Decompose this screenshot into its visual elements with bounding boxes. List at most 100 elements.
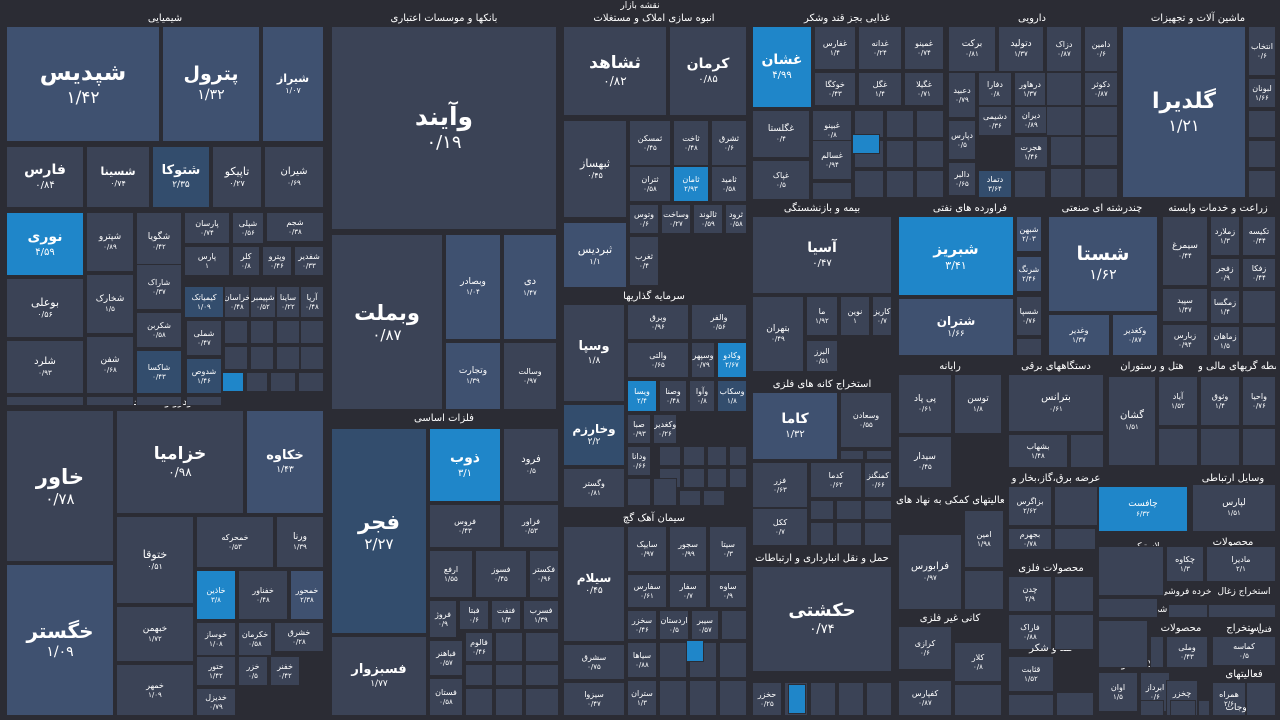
unlabeled-tile[interactable] xyxy=(683,446,705,466)
tile[interactable]: دتماد ۳/۶۴ xyxy=(978,170,1012,198)
tile[interactable]: دشیمی ۰/۳۶ xyxy=(978,106,1012,136)
unlabeled-tile[interactable] xyxy=(719,680,747,716)
tile[interactable]: ثبهساز ۰/۴۵ xyxy=(563,120,627,218)
unlabeled-tile[interactable] xyxy=(1054,614,1094,650)
tile[interactable]: سشرق ۰/۷۵ xyxy=(563,644,625,680)
tile[interactable]: کلار ۰/۸ xyxy=(954,642,1002,682)
unlabeled-tile[interactable] xyxy=(852,134,880,154)
tile[interactable]: والفر ۰/۵۶ xyxy=(691,304,747,340)
tile[interactable]: وسکاب ۱/۸ xyxy=(717,380,747,412)
tile[interactable]: شبریز ۳/۴۱ xyxy=(898,216,1014,296)
tile[interactable]: شاکسا ۰/۴۳ xyxy=(136,350,182,394)
tile[interactable]: فرابورس ۰/۹۷ xyxy=(898,534,962,610)
tile[interactable]: والتی ۰/۶۵ xyxy=(627,342,689,378)
tile[interactable]: آسیا ۰/۴۷ xyxy=(752,216,892,294)
unlabeled-tile[interactable] xyxy=(300,320,324,344)
tile[interactable]: شپترو ۰/۸۹ xyxy=(86,212,134,272)
unlabeled-tile[interactable] xyxy=(866,682,892,716)
tile[interactable]: شیران ۰/۶۹ xyxy=(264,146,324,208)
tile[interactable]: چکاوه ۱/۳ xyxy=(1166,546,1204,582)
tile[interactable]: شپدیس ۱/۴۲ xyxy=(6,26,160,142)
tile[interactable]: فالوم ۰/۴۶ xyxy=(465,632,493,662)
unlabeled-tile[interactable] xyxy=(224,346,248,370)
tile[interactable]: شتوکا ۲/۳۵ xyxy=(152,146,210,208)
tile[interactable]: دکوثر ۰/۸۷ xyxy=(1084,72,1118,106)
tile[interactable]: وکغدیر ۰/۲۶ xyxy=(653,414,677,444)
unlabeled-tile[interactable] xyxy=(495,664,523,686)
tile[interactable]: شرنگ ۲/۴۶ xyxy=(1016,256,1042,292)
tile[interactable]: دامین ۰/۶ xyxy=(1084,26,1118,72)
tile[interactable]: توسن ۱/۸ xyxy=(954,374,1002,434)
tile[interactable]: دعبید ۰/۷۹ xyxy=(948,72,976,118)
unlabeled-tile[interactable] xyxy=(954,684,1002,716)
unlabeled-tile[interactable] xyxy=(1242,326,1276,356)
tile[interactable]: شلرد ۰/۹۳ xyxy=(6,340,84,394)
unlabeled-tile[interactable] xyxy=(659,642,687,678)
tile[interactable]: اوان ۱/۵ xyxy=(1098,672,1138,712)
tile[interactable]: خاور ۰/۷۸ xyxy=(6,410,114,562)
tile[interactable]: سجور ۰/۹۹ xyxy=(669,526,707,572)
tile[interactable]: کلر ۰/۸ xyxy=(232,246,260,276)
tile[interactable]: فنفت ۱/۴ xyxy=(491,600,521,630)
unlabeled-tile[interactable] xyxy=(812,182,852,200)
tile[interactable]: چدن ۲/۹ xyxy=(1008,576,1052,612)
tile[interactable]: ستران ۱/۳ xyxy=(627,680,657,716)
tile[interactable]: کاما ۱/۳۲ xyxy=(752,392,838,460)
tile[interactable]: اردستان ۰/۵ xyxy=(659,610,689,640)
unlabeled-tile[interactable] xyxy=(886,170,914,198)
tile[interactable]: سفار ۰/۷ xyxy=(669,574,707,608)
tile[interactable]: غمینو ۰/۷۴ xyxy=(904,26,944,70)
unlabeled-tile[interactable] xyxy=(6,396,84,406)
tile[interactable]: دالبر ۰/۶۵ xyxy=(948,162,976,196)
unlabeled-tile[interactable] xyxy=(707,468,727,488)
tile[interactable]: وملی ۰/۴۳ xyxy=(1166,636,1208,668)
tile[interactable]: سخزر ۰/۴۶ xyxy=(627,610,657,640)
tile[interactable]: خفنر ۰/۴۲ xyxy=(270,656,300,686)
unlabeled-tile[interactable] xyxy=(1242,290,1276,324)
unlabeled-tile[interactable] xyxy=(1158,428,1198,466)
unlabeled-tile[interactable] xyxy=(1248,140,1276,168)
tile[interactable]: فروژ ۰/۹ xyxy=(429,600,457,638)
tile[interactable]: خدیزل ۰/۷۹ xyxy=(196,688,236,716)
tile[interactable]: ودانا ۰/۶۶ xyxy=(627,446,651,476)
unlabeled-tile[interactable] xyxy=(1200,428,1240,466)
unlabeled-tile[interactable] xyxy=(788,684,806,714)
tile[interactable]: صبا ۰/۹۳ xyxy=(627,414,651,444)
unlabeled-tile[interactable] xyxy=(495,632,523,662)
tile[interactable]: ثبردیس ۱/۱ xyxy=(563,222,627,288)
unlabeled-tile[interactable] xyxy=(659,680,687,716)
tile[interactable]: کمنگنز ۰/۶۶ xyxy=(864,462,892,498)
tile[interactable]: مادیرا ۲/۱ xyxy=(1206,546,1276,582)
unlabeled-tile[interactable] xyxy=(916,170,944,198)
tile[interactable]: نوری ۴/۵۹ xyxy=(6,212,84,276)
tile[interactable]: خبهمن ۱/۷۲ xyxy=(116,606,194,662)
tile[interactable]: زماهان ۱/۵ xyxy=(1210,326,1240,356)
tile[interactable]: شپلی ۰/۵۶ xyxy=(232,212,264,244)
tile[interactable]: بوعلی ۰/۵۶ xyxy=(6,278,84,338)
unlabeled-tile[interactable] xyxy=(276,320,300,344)
unlabeled-tile[interactable] xyxy=(1056,692,1094,716)
tile[interactable]: کیمیاتک ۱/۰۹ xyxy=(184,286,224,318)
tile[interactable]: خفناور ۰/۴۸ xyxy=(238,570,288,620)
tile[interactable]: سیدار ۰/۴۵ xyxy=(898,436,952,488)
unlabeled-tile[interactable] xyxy=(1242,428,1276,466)
tile[interactable]: شپیمبر ۰/۵۲ xyxy=(250,286,276,318)
unlabeled-tile[interactable] xyxy=(300,346,324,370)
unlabeled-tile[interactable] xyxy=(276,346,300,370)
unlabeled-tile[interactable] xyxy=(1098,546,1164,596)
tile[interactable]: کدما ۰/۶۲ xyxy=(810,462,862,498)
tile[interactable]: وتجارت ۱/۳۹ xyxy=(445,342,501,410)
tile[interactable]: خمحور ۲/۳۸ xyxy=(290,570,324,620)
tile[interactable]: شسینا ۰/۷۴ xyxy=(86,146,150,208)
tile[interactable]: پی پاد ۰/۶۱ xyxy=(898,374,952,434)
unlabeled-tile[interactable] xyxy=(465,664,493,686)
tile[interactable]: خگستر ۱/۰۹ xyxy=(6,564,114,716)
tile[interactable]: شفدیر ۰/۳۳ xyxy=(294,246,324,276)
tile[interactable]: فسرب ۱/۳۹ xyxy=(523,600,559,630)
tile[interactable]: سایپک ۰/۹۷ xyxy=(627,526,667,572)
tile[interactable]: شتران ۱/۶۶ xyxy=(898,298,1014,356)
unlabeled-tile[interactable] xyxy=(136,396,182,406)
unlabeled-tile[interactable] xyxy=(810,522,834,546)
tile[interactable]: ثغرب ۰/۴ xyxy=(629,236,659,286)
tile[interactable]: ثامان ۲/۹۳ xyxy=(673,166,709,202)
